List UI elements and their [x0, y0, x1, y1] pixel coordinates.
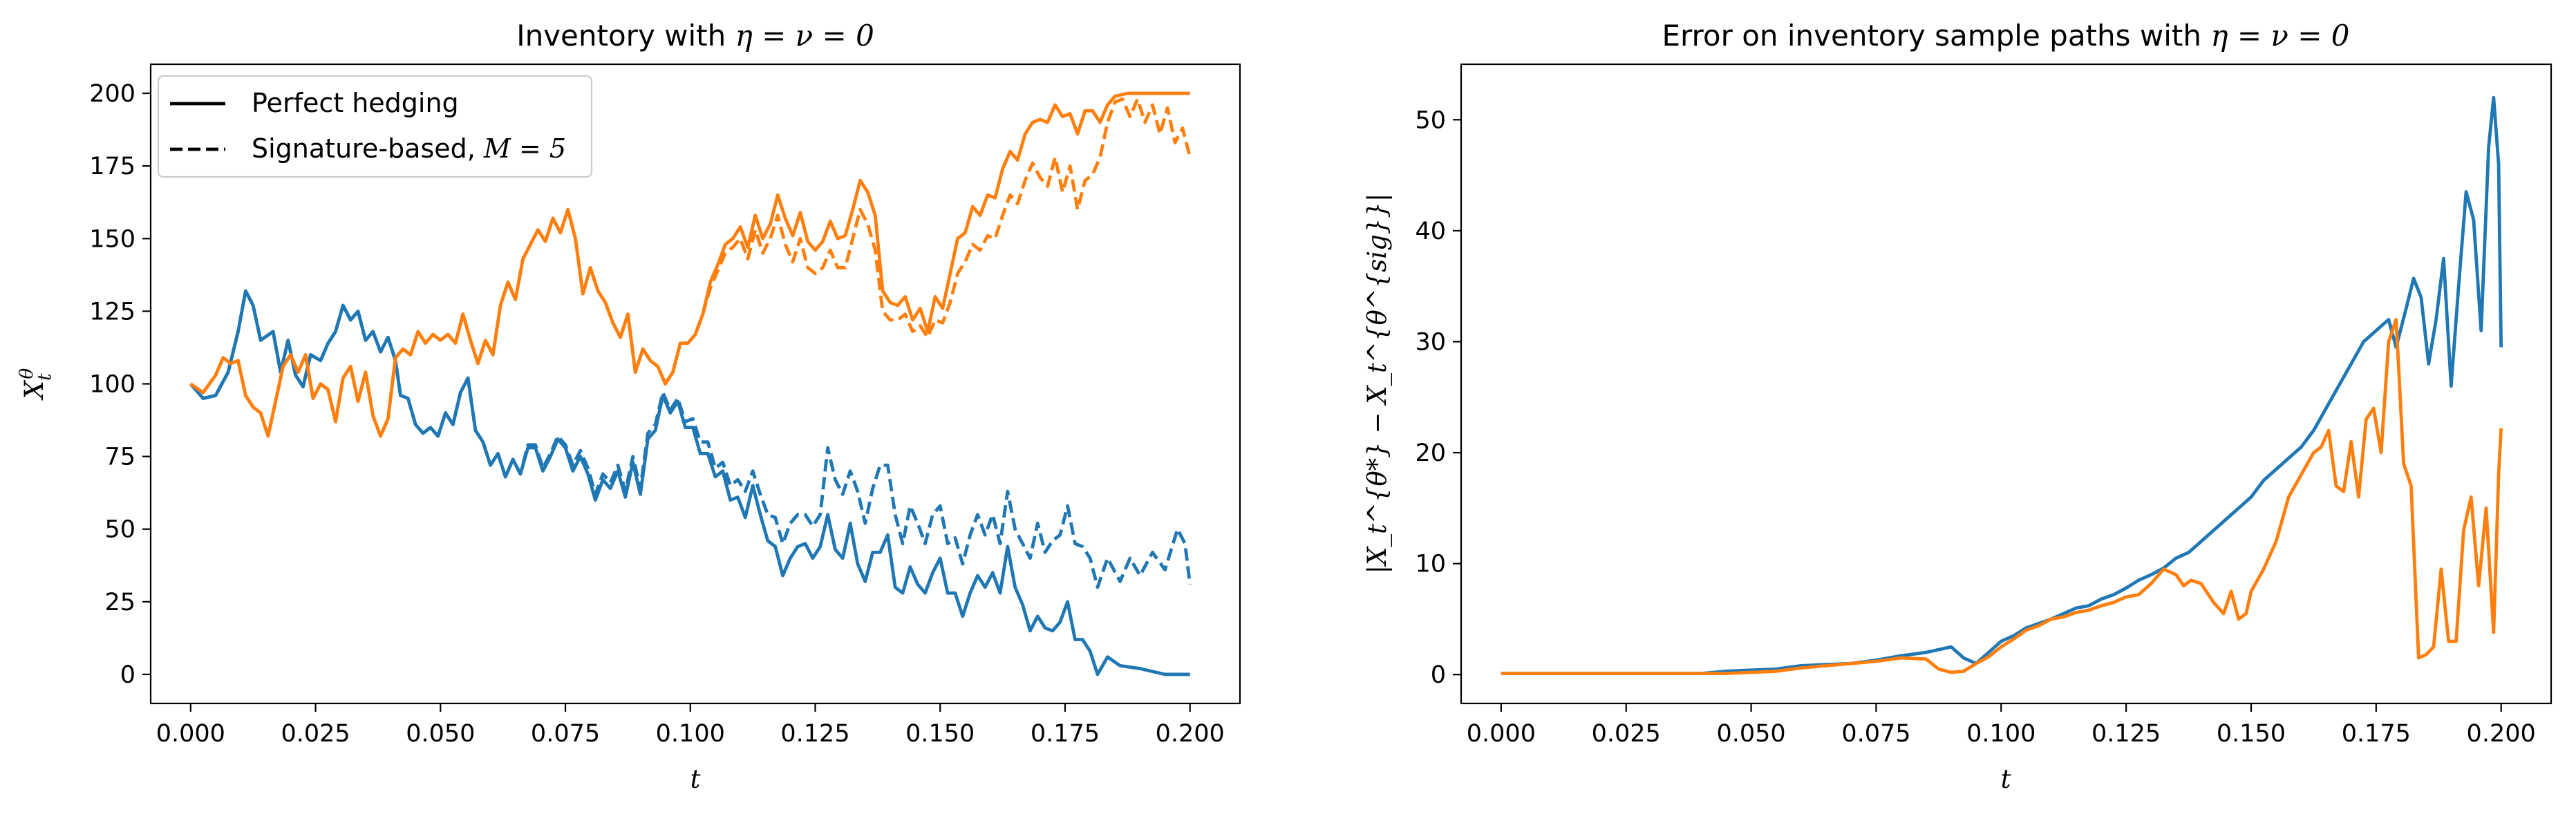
error-x-tick-label: 0.200 [2467, 720, 2536, 748]
inventory-axes-frame [149, 63, 1241, 705]
legend-label-signature-math: M = 5 [483, 133, 566, 164]
error-x-tick-label: 0.000 [1467, 720, 1536, 748]
inventory-x-axis-label: t [690, 764, 701, 794]
inventory-y-tick-label: 25 [104, 589, 135, 616]
inventory-chart-title: Inventory with η = ν = 0 [516, 19, 874, 53]
inventory-series-lines [189, 91, 1192, 676]
inventory-title-prefix: Inventory with [516, 19, 735, 53]
error-y-tick-label: 30 [1415, 328, 1446, 356]
error-x-tick-label: 0.075 [1841, 720, 1910, 748]
inventory-y-axis-label: Xtθ [17, 368, 55, 401]
error-x-tick-label: 0.175 [2342, 720, 2411, 748]
inventory-y-tick-label: 200 [89, 80, 135, 108]
error-x-tick-label: 0.100 [1966, 720, 2036, 748]
error-axes-frame [1460, 63, 2553, 705]
inventory-y-axis-sup: θ [17, 368, 37, 379]
error-panel: 0.000 0.025 0.050 0.075 0.100 0.125 0.150 0.175… [1362, 19, 2553, 794]
inventory-y-axis-label-text: Xtθ [17, 368, 55, 401]
error-title-prefix: Error on inventory sample paths with [1662, 19, 2210, 53]
legend-label-perfect-hedging: Perfect hedging [252, 88, 459, 118]
inventory-y-tick-label: 0 [120, 661, 135, 689]
error-title-math: η = ν = 0 [2210, 19, 2349, 53]
inventory-axis-ticks: 0.000 0.025 0.050 0.075 0.100 0.125 0.150 0.175… [89, 80, 1225, 748]
inventory-y-tick-label: 150 [89, 225, 135, 253]
inventory-series-blue-dashed [189, 289, 1192, 589]
inventory-x-tick-label: 0.100 [656, 720, 725, 748]
inventory-x-tick-label: 0.175 [1031, 720, 1100, 748]
error-x-tick-label: 0.125 [2091, 720, 2161, 748]
error-y-axis-label: |X_t^{θ*} − X_t^{θ^{sig}}| [1362, 193, 1393, 574]
error-y-tick-label: 10 [1415, 551, 1446, 578]
inventory-y-axis-main: X [19, 379, 49, 401]
error-y-tick-label: 40 [1415, 218, 1446, 245]
inventory-x-tick-label: 0.150 [905, 720, 975, 748]
legend-frame [157, 75, 593, 178]
inventory-series-orange-dashed [189, 97, 1192, 438]
error-series-lines [1501, 95, 2503, 676]
inventory-x-tick-label: 0.050 [406, 720, 475, 748]
inventory-x-tick-label: 0.125 [780, 720, 849, 748]
legend-label-signature-based: Signature-based, M = 5 [252, 133, 566, 164]
error-x-axis-label: t [2001, 764, 2011, 794]
error-x-tick-label: 0.050 [1716, 720, 1785, 748]
inventory-panel: 0.000 0.025 0.050 0.075 0.100 0.125 0.150 0.175… [17, 19, 1241, 794]
inventory-y-axis-sub: t [35, 373, 55, 381]
error-x-tick-label: 0.150 [2217, 720, 2286, 748]
inventory-x-tick-label: 0.000 [156, 720, 225, 748]
inventory-y-tick-label: 100 [89, 371, 135, 399]
error-x-tick-label: 0.025 [1592, 720, 1661, 748]
error-y-tick-label: 20 [1415, 439, 1446, 467]
inventory-x-tick-label: 0.025 [281, 720, 350, 748]
error-series-orange-solid [1501, 317, 2503, 676]
inventory-title-math: η = ν = 0 [735, 19, 874, 53]
inventory-y-tick-label: 75 [104, 444, 135, 471]
error-axis-ticks: 0.000 0.025 0.050 0.075 0.100 0.125 0.150 0.175… [1415, 106, 2535, 748]
error-chart-title: Error on inventory sample paths with η =… [1662, 19, 2349, 53]
inventory-x-tick-label: 0.200 [1156, 720, 1225, 748]
inventory-y-tick-label: 125 [89, 298, 135, 325]
inventory-y-tick-label: 175 [89, 153, 135, 180]
inventory-y-tick-label: 50 [104, 516, 135, 544]
inventory-legend: Perfect hedging Signature-based, M = 5 [157, 75, 593, 178]
legend-label-signature-prefix: Signature-based, [252, 133, 484, 164]
error-y-tick-label: 0 [1431, 661, 1446, 689]
error-y-tick-label: 50 [1415, 106, 1446, 134]
inventory-x-tick-label: 0.075 [531, 720, 600, 748]
error-y-axis-label-text: |X_t^{θ*} − X_t^{θ^{sig}}| [1362, 193, 1393, 574]
